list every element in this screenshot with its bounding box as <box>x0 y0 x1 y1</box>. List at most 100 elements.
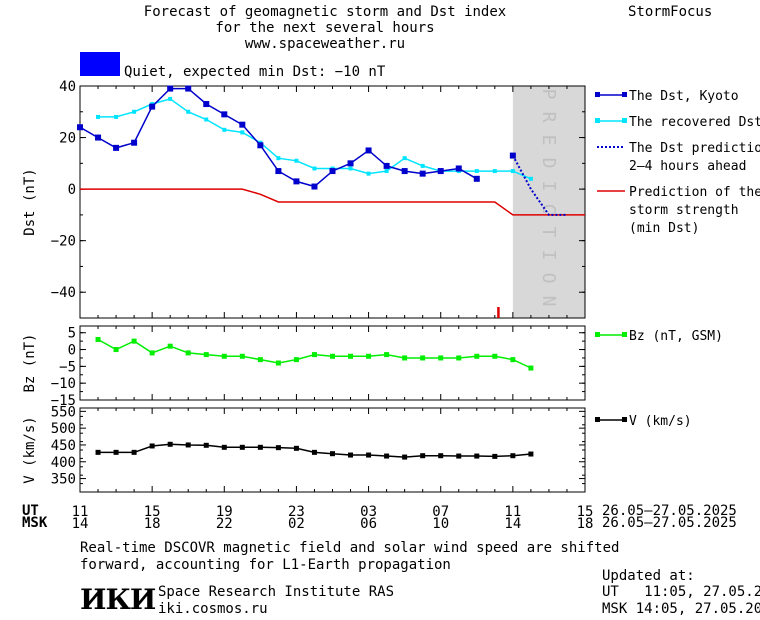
bz-point <box>474 353 480 359</box>
bz-point <box>330 353 335 359</box>
v-point <box>438 453 444 459</box>
bz-point <box>402 355 408 361</box>
prediction-label-letter: T <box>538 227 559 238</box>
prediction-label-letter: I <box>538 250 559 261</box>
legend-v-swatch-marker <box>622 417 627 422</box>
recovered-dst-point <box>294 158 299 163</box>
legend-bz-swatch-marker <box>622 332 627 337</box>
legend-recovered-dst-swatch-marker <box>622 118 627 123</box>
dst-kyoto-point <box>419 170 426 177</box>
recovered-dst-point <box>186 109 191 114</box>
v-ytick-label: 350 <box>51 472 76 488</box>
recovered-dst-point <box>204 117 209 122</box>
updated-label: Updated at: <box>602 568 695 584</box>
institute-name: Space Research Institute RAS <box>158 584 395 600</box>
recovered-dst-point <box>114 114 119 119</box>
dst-kyoto-point <box>365 147 372 154</box>
status-text: Quiet, expected min Dst: −10 nT <box>124 64 386 80</box>
institute-url[interactable]: iki.cosmos.ru <box>158 601 268 617</box>
recovered-dst-point <box>510 169 515 174</box>
v-point <box>474 453 480 459</box>
legend-recovered-dst-swatch-marker <box>595 118 600 123</box>
bz-point <box>203 352 209 358</box>
ut-tick-label: 03 <box>360 504 377 520</box>
recovered-dst-point <box>132 109 137 114</box>
ut-axis-label: UT <box>22 503 39 519</box>
chart-title-line2: for the next several hours <box>215 20 435 36</box>
bz-point <box>492 353 498 359</box>
prediction-label-letter: N <box>538 296 559 307</box>
updated-ut: UT 11:05, 27.05.2025 <box>602 584 760 600</box>
v-point <box>384 453 390 459</box>
v-point <box>366 452 372 458</box>
ut-tick-label: 15 <box>144 504 161 520</box>
msk-tick-label: 10 <box>432 516 449 532</box>
msk-tick-label: 06 <box>360 516 377 532</box>
ut-tick-label: 15 <box>577 504 594 520</box>
chart-title-url[interactable]: www.spaceweather.ru <box>244 36 406 52</box>
recovered-dst-point <box>276 156 281 161</box>
legend-dst-kyoto-swatch-marker <box>595 92 600 97</box>
bz-point <box>221 353 227 359</box>
recovered-dst-point <box>168 96 173 101</box>
legend-storm-strength-label: (min Dst) <box>629 221 699 236</box>
brand-name: StormFocus <box>628 4 713 20</box>
bz-point <box>113 347 119 353</box>
bz-point <box>348 353 354 359</box>
v-point <box>131 449 137 455</box>
bz-ytick-label: −10 <box>51 376 76 392</box>
bz-point <box>456 355 462 361</box>
v-ytick-label: 450 <box>51 438 76 454</box>
legend-storm-strength-label: storm strength <box>629 203 739 218</box>
legend-dst-kyoto-swatch-marker <box>622 92 627 97</box>
v-point <box>239 444 245 450</box>
status-color-swatch <box>80 52 120 76</box>
recovered-dst-point <box>492 169 497 174</box>
msk-tick-label: 14 <box>72 516 89 532</box>
bz-ytick-label: −5 <box>59 359 76 375</box>
dst-kyoto-point <box>239 121 246 128</box>
v-point <box>113 449 119 455</box>
dst-ytick-label: −40 <box>51 285 76 301</box>
v-point <box>492 453 498 459</box>
bz-ytick-label: 5 <box>68 326 76 342</box>
bz-point <box>185 350 191 356</box>
bz-point <box>420 355 426 361</box>
v-point <box>330 451 335 457</box>
storm-strength-line <box>80 188 585 216</box>
dst-ytick-label: 40 <box>59 79 76 95</box>
legend-bz-swatch-marker <box>595 332 600 337</box>
v-point <box>420 453 426 459</box>
dst-kyoto-point <box>149 103 156 110</box>
bz-point <box>95 336 101 342</box>
recovered-dst-point <box>402 156 407 161</box>
v-point <box>185 442 191 448</box>
bz-point <box>438 355 444 361</box>
legend-storm-strength-label: Prediction of the <box>629 185 760 200</box>
v-point <box>275 445 281 451</box>
dst-kyoto-point <box>329 168 336 175</box>
bz-point <box>275 360 281 366</box>
v-point <box>257 444 263 450</box>
bz-point <box>311 352 317 358</box>
msk-tick-label: 18 <box>144 516 161 532</box>
legend-recovered-dst-label: The recovered Dst <box>629 115 760 130</box>
ut-tick-label: 11 <box>504 504 521 520</box>
dst-kyoto-point <box>347 160 354 167</box>
updated-msk: MSK 14:05, 27.05.2025 <box>602 601 760 617</box>
legend-bz-label: Bz (nT, GSM) <box>629 329 723 344</box>
dst-kyoto-point <box>383 162 390 169</box>
v-ytick-label: 550 <box>51 404 76 420</box>
ut-tick-label: 19 <box>216 504 233 520</box>
v-ytick-label: 400 <box>51 455 76 471</box>
dst-kyoto-point <box>311 183 318 190</box>
bz-point <box>257 357 263 363</box>
recovered-dst-point <box>222 127 227 132</box>
bz-point <box>366 353 372 359</box>
legend-dst-prediction-label: The Dst prediction <box>629 141 760 156</box>
ut-tick-label: 23 <box>288 504 305 520</box>
legend-dst-kyoto-label: The Dst, Kyoto <box>629 89 739 104</box>
msk-tick-label: 22 <box>216 516 233 532</box>
bz-point <box>167 343 173 349</box>
